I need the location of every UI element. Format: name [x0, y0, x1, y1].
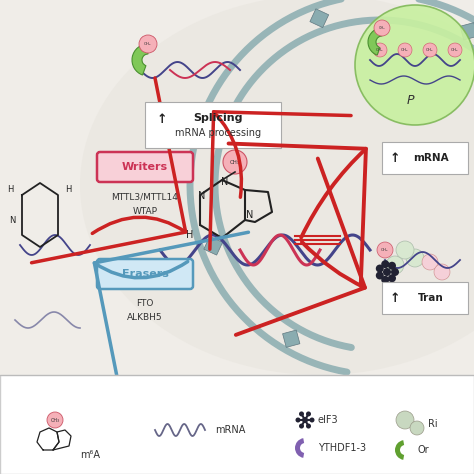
- Circle shape: [434, 264, 450, 280]
- Text: CH₃: CH₃: [144, 42, 152, 46]
- Text: CH₃: CH₃: [401, 48, 409, 52]
- Ellipse shape: [80, 0, 474, 375]
- Text: CH₃: CH₃: [426, 48, 434, 52]
- Text: N: N: [9, 216, 15, 225]
- Circle shape: [299, 411, 304, 417]
- Text: YTHDF1-3: YTHDF1-3: [318, 443, 366, 453]
- Circle shape: [374, 20, 390, 36]
- Circle shape: [47, 412, 63, 428]
- Text: mRNA processing: mRNA processing: [175, 128, 261, 138]
- Text: eIF3: eIF3: [318, 415, 338, 425]
- Wedge shape: [368, 28, 382, 55]
- Text: MTTL3/MTTL14: MTTL3/MTTL14: [111, 192, 178, 201]
- Circle shape: [355, 5, 474, 125]
- Circle shape: [410, 421, 424, 435]
- Circle shape: [310, 418, 315, 422]
- Text: FTO: FTO: [137, 300, 154, 309]
- Text: N: N: [221, 177, 228, 187]
- Circle shape: [423, 43, 437, 57]
- Text: N: N: [198, 191, 206, 201]
- Wedge shape: [295, 438, 304, 458]
- Circle shape: [295, 418, 301, 422]
- Text: CH₃: CH₃: [379, 26, 385, 30]
- Text: CH₃: CH₃: [376, 48, 384, 52]
- Text: m⁶A: m⁶A: [80, 450, 100, 460]
- Circle shape: [391, 268, 399, 276]
- Text: Tran: Tran: [418, 293, 444, 303]
- FancyBboxPatch shape: [0, 375, 474, 474]
- Circle shape: [396, 411, 414, 429]
- Text: mRNA: mRNA: [215, 425, 246, 435]
- Circle shape: [139, 35, 157, 53]
- Circle shape: [396, 241, 414, 259]
- Text: ↑: ↑: [157, 112, 167, 126]
- Circle shape: [398, 43, 412, 57]
- Text: ALKBH5: ALKBH5: [127, 313, 163, 322]
- Circle shape: [406, 249, 424, 267]
- FancyBboxPatch shape: [145, 102, 281, 148]
- Text: Writers: Writers: [122, 162, 168, 172]
- Text: H: H: [186, 230, 194, 240]
- Text: WTAP: WTAP: [133, 207, 157, 216]
- Circle shape: [388, 274, 396, 282]
- Text: CH₃: CH₃: [451, 48, 459, 52]
- Text: CH₃: CH₃: [50, 418, 60, 422]
- Circle shape: [302, 417, 308, 423]
- Text: Erasers: Erasers: [121, 269, 168, 279]
- Circle shape: [306, 411, 311, 417]
- Circle shape: [376, 264, 384, 273]
- Wedge shape: [132, 44, 148, 75]
- FancyBboxPatch shape: [382, 142, 468, 174]
- Text: ↑: ↑: [390, 292, 400, 304]
- Circle shape: [448, 43, 462, 57]
- Circle shape: [381, 260, 389, 268]
- Text: P: P: [406, 93, 414, 107]
- Text: CH₃: CH₃: [381, 248, 389, 252]
- Text: H: H: [65, 184, 71, 193]
- Text: Splicing: Splicing: [193, 113, 243, 123]
- Circle shape: [388, 262, 396, 270]
- Circle shape: [377, 242, 393, 258]
- FancyBboxPatch shape: [382, 282, 468, 314]
- FancyBboxPatch shape: [97, 152, 193, 182]
- Text: mRNA: mRNA: [413, 153, 449, 163]
- Circle shape: [381, 276, 389, 284]
- Text: Ri: Ri: [428, 419, 438, 429]
- Wedge shape: [395, 440, 404, 460]
- Text: CH₃: CH₃: [230, 159, 240, 164]
- Circle shape: [383, 268, 391, 276]
- Text: N: N: [246, 210, 254, 220]
- Circle shape: [299, 424, 304, 428]
- Circle shape: [306, 424, 311, 428]
- Circle shape: [386, 256, 404, 274]
- Circle shape: [223, 150, 247, 174]
- Circle shape: [373, 43, 387, 57]
- Circle shape: [422, 254, 438, 270]
- Circle shape: [376, 272, 384, 280]
- Text: ↑: ↑: [390, 152, 400, 164]
- Text: Or: Or: [418, 445, 429, 455]
- Text: H: H: [7, 184, 13, 193]
- FancyBboxPatch shape: [97, 259, 193, 289]
